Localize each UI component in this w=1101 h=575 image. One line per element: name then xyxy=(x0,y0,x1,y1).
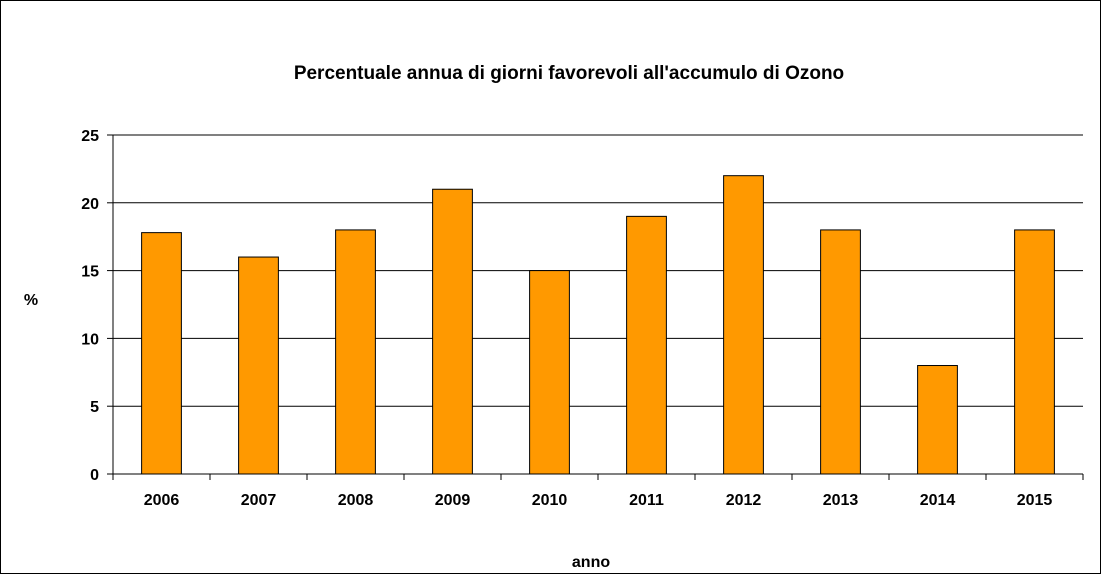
x-tick-label: 2009 xyxy=(435,492,471,509)
bar-2013 xyxy=(820,229,861,475)
x-tick-label: 2010 xyxy=(532,492,568,509)
x-tick-labels: 2006 2007 2008 2009 2010 2011 2012 2013 2014 2015 xyxy=(144,492,1053,509)
y-tick-label: 10 xyxy=(81,331,99,348)
bar-2008 xyxy=(335,229,376,475)
y-tick-label: 25 xyxy=(81,128,99,145)
bar-2009 xyxy=(432,188,473,475)
x-tick-label: 2008 xyxy=(338,492,374,509)
y-tick-label: 5 xyxy=(90,399,99,416)
bar-2012 xyxy=(723,175,764,475)
x-tick-label: 2007 xyxy=(241,492,277,509)
y-tick-labels: 0 5 10 15 20 25 xyxy=(81,128,99,484)
chart-title: Percentuale annua di giorni favorevoli a… xyxy=(294,63,844,84)
x-tick-label: 2011 xyxy=(629,492,664,509)
axes xyxy=(107,134,1084,480)
x-axis-label: anno xyxy=(572,554,610,571)
y-tick-label: 20 xyxy=(81,196,99,213)
x-tick-label: 2012 xyxy=(726,492,762,509)
x-tick-label: 2013 xyxy=(823,492,859,509)
y-tick-label: 0 xyxy=(90,467,99,484)
y-axis-label: % xyxy=(24,292,38,309)
bar-2011 xyxy=(626,215,667,475)
x-tick-label: 2006 xyxy=(144,492,180,509)
bar-2010 xyxy=(529,270,570,475)
x-tick-label: 2015 xyxy=(1017,492,1053,509)
bar-2015 xyxy=(1014,229,1055,475)
bar-2014 xyxy=(917,365,958,475)
bar-2006 xyxy=(141,232,182,475)
x-tick-label: 2014 xyxy=(920,492,956,509)
y-tick-label: 15 xyxy=(81,264,99,281)
bar-2007 xyxy=(238,256,279,475)
bars xyxy=(141,175,1055,475)
